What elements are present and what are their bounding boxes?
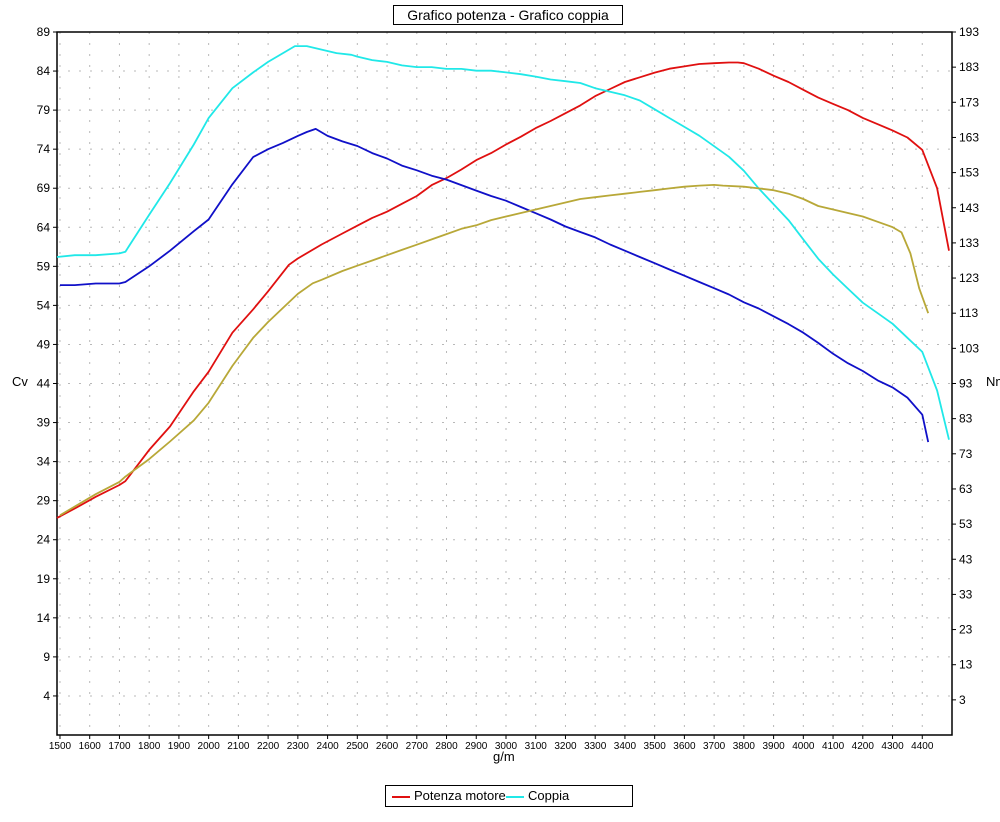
series-potenza-motore bbox=[56, 61, 950, 519]
x-tick-label: 2300 bbox=[287, 741, 310, 752]
left-tick-label: 74 bbox=[37, 142, 51, 156]
series-layer bbox=[56, 45, 950, 519]
chart-title: Grafico potenza - Grafico coppia bbox=[393, 5, 623, 25]
right-tick-label: 73 bbox=[959, 447, 973, 461]
right-tick-label: 113 bbox=[959, 306, 978, 320]
right-axis-label: Nm bbox=[986, 374, 1000, 389]
legend: Potenza motore Coppia bbox=[385, 785, 633, 807]
left-tick-label: 24 bbox=[37, 533, 51, 547]
x-tick-label: 4400 bbox=[911, 741, 934, 752]
right-tick-label: 153 bbox=[959, 166, 979, 180]
right-tick-label: 143 bbox=[959, 201, 979, 215]
x-tick-label: 3300 bbox=[584, 741, 607, 752]
legend-swatch-coppia bbox=[506, 796, 524, 798]
right-tick-label: 133 bbox=[959, 236, 979, 250]
right-tick-label: 183 bbox=[959, 60, 979, 74]
series-secondary-blue bbox=[60, 127, 930, 443]
x-tick-label: 2400 bbox=[316, 741, 339, 752]
x-tick-label: 3700 bbox=[703, 741, 726, 752]
left-tick-label: 9 bbox=[43, 650, 50, 664]
x-tick-label: 4000 bbox=[792, 741, 815, 752]
left-tick-label: 44 bbox=[37, 377, 51, 391]
x-tick-label: 3500 bbox=[644, 741, 667, 752]
legend-label-potenza: Potenza motore bbox=[414, 788, 506, 803]
right-tick-label: 43 bbox=[959, 552, 973, 566]
legend-label-coppia: Coppia bbox=[528, 788, 570, 803]
right-axis-ticks: 3 13 23 33 43 53 63 73 83 93 103 113 123 133 143 153 163… bbox=[952, 25, 979, 707]
x-tick-label: 3000 bbox=[495, 741, 518, 752]
right-tick-label: 3 bbox=[959, 693, 966, 707]
left-tick-label: 84 bbox=[37, 64, 51, 78]
x-axis-ticks: 1500 1600 1700 1800 1900 2000 2100 2200 2300 2400… bbox=[49, 735, 934, 752]
left-tick-label: 14 bbox=[37, 611, 51, 625]
left-tick-label: 49 bbox=[37, 337, 51, 351]
right-tick-label: 33 bbox=[959, 587, 973, 601]
right-tick-label: 103 bbox=[959, 341, 979, 355]
x-tick-label: 4100 bbox=[822, 741, 845, 752]
x-tick-label: 3800 bbox=[733, 741, 756, 752]
right-tick-label: 193 bbox=[959, 25, 979, 39]
x-tick-label: 3100 bbox=[525, 741, 548, 752]
right-tick-label: 163 bbox=[959, 130, 979, 144]
x-tick-label: 1600 bbox=[79, 741, 102, 752]
right-tick-label: 83 bbox=[959, 412, 973, 426]
left-tick-label: 69 bbox=[37, 181, 51, 195]
x-tick-label: 4200 bbox=[852, 741, 875, 752]
x-tick-label: 1700 bbox=[108, 741, 131, 752]
x-tick-label: 3600 bbox=[673, 741, 696, 752]
x-tick-label: 2800 bbox=[435, 741, 458, 752]
x-tick-label: 3900 bbox=[762, 741, 785, 752]
horizontal-gridlines bbox=[57, 31, 952, 697]
left-tick-label: 59 bbox=[37, 259, 51, 273]
x-tick-label: 2600 bbox=[376, 741, 399, 752]
x-tick-label: 3200 bbox=[554, 741, 577, 752]
right-tick-label: 23 bbox=[959, 623, 973, 637]
x-tick-label: 1900 bbox=[168, 741, 191, 752]
left-tick-label: 4 bbox=[43, 689, 50, 703]
left-tick-label: 34 bbox=[37, 455, 51, 469]
x-axis-label: g/m bbox=[493, 749, 515, 764]
x-tick-label: 2000 bbox=[198, 741, 221, 752]
left-tick-label: 89 bbox=[37, 25, 51, 39]
x-tick-label: 1800 bbox=[138, 741, 161, 752]
legend-swatch-potenza bbox=[392, 796, 410, 798]
x-tick-label: 3400 bbox=[614, 741, 637, 752]
right-tick-label: 63 bbox=[959, 482, 973, 496]
left-tick-label: 79 bbox=[37, 103, 51, 117]
x-tick-label: 1500 bbox=[49, 741, 72, 752]
x-tick-label: 2700 bbox=[406, 741, 429, 752]
x-tick-label: 2100 bbox=[227, 741, 250, 752]
right-tick-label: 173 bbox=[959, 95, 979, 109]
right-tick-label: 53 bbox=[959, 517, 973, 531]
x-tick-label: 2200 bbox=[257, 741, 280, 752]
right-tick-label: 93 bbox=[959, 377, 973, 391]
left-tick-label: 54 bbox=[37, 298, 51, 312]
x-tick-label: 2500 bbox=[346, 741, 369, 752]
left-tick-label: 64 bbox=[37, 220, 51, 234]
series-secondary-olive bbox=[59, 183, 930, 517]
right-tick-label: 123 bbox=[959, 271, 979, 285]
right-tick-label: 13 bbox=[959, 658, 973, 672]
x-tick-label: 2900 bbox=[465, 741, 488, 752]
left-tick-label: 19 bbox=[37, 572, 51, 586]
left-axis-label: Cv bbox=[12, 374, 28, 389]
left-tick-label: 39 bbox=[37, 416, 51, 430]
x-tick-label: 4300 bbox=[881, 741, 904, 752]
series-coppia bbox=[56, 45, 950, 440]
left-tick-label: 29 bbox=[37, 494, 51, 508]
